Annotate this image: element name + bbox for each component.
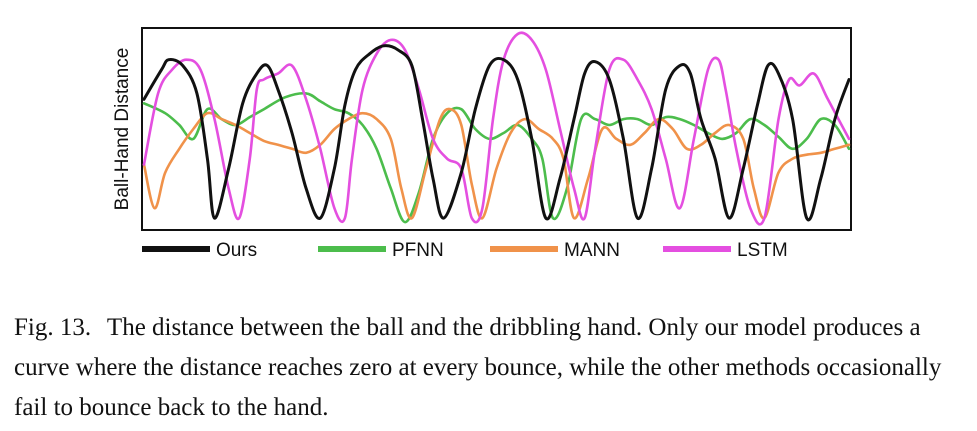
plot-frame bbox=[141, 27, 852, 231]
line-chart: Ball-Hand Distance Ours PFNN MANN LSTM bbox=[112, 27, 852, 261]
legend: Ours PFNN MANN LSTM bbox=[142, 240, 788, 261]
series-line-lstm bbox=[142, 31, 851, 226]
legend-label-mann: MANN bbox=[564, 240, 620, 261]
series-line-pfnn bbox=[142, 91, 851, 224]
legend-label-ours: Ours bbox=[216, 240, 257, 261]
y-axis-label: Ball-Hand Distance bbox=[112, 48, 133, 211]
caption-text: The distance between the ball and the dr… bbox=[14, 314, 942, 421]
series-layer bbox=[142, 31, 851, 226]
caption-label: Fig. 13. bbox=[14, 314, 92, 341]
figure-caption: Fig. 13. The distance between the ball a… bbox=[14, 308, 969, 428]
series-line-mann bbox=[142, 107, 851, 220]
legend-label-lstm: LSTM bbox=[737, 240, 788, 261]
legend-label-pfnn: PFNN bbox=[392, 240, 444, 261]
series-line-ours bbox=[142, 44, 851, 222]
